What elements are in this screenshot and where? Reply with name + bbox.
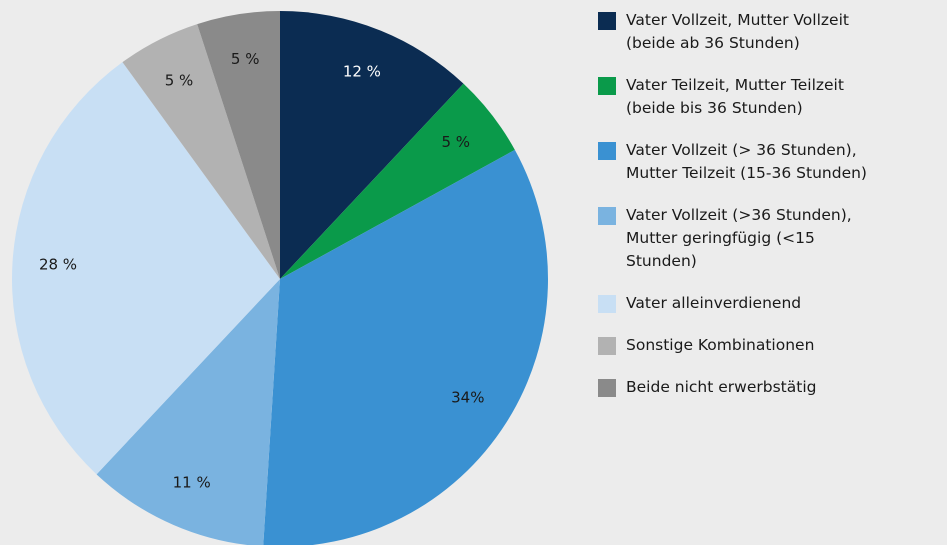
legend-swatch (598, 379, 616, 397)
legend-swatch (598, 207, 616, 225)
legend-item: Vater Vollzeit (> 36 Stunden), Mutter Te… (598, 139, 888, 185)
legend-label: Vater Vollzeit, Mutter Vollzeit (beide a… (626, 11, 849, 52)
pie-chart: 12 % 5 % 34% 11 % 28 % 5 % 5 % (11, 11, 548, 545)
pie-slice (263, 149, 548, 545)
data-label: 5 % (231, 50, 260, 68)
legend-swatch (598, 295, 616, 313)
pie-slice (197, 11, 280, 279)
legend-swatch (598, 142, 616, 160)
legend: Vater Vollzeit, Mutter Vollzeit (beide a… (598, 9, 888, 418)
legend-label: Vater Teilzeit, Mutter Teilzeit (beide b… (626, 76, 844, 117)
data-label: 5 % (165, 71, 194, 89)
legend-item: Beide nicht erwerbstätig (598, 376, 888, 399)
pie-slice (280, 83, 515, 279)
legend-item: Vater alleinverdienend (598, 292, 888, 315)
legend-label: Vater alleinverdienend (626, 294, 802, 312)
legend-item: Vater Vollzeit, Mutter Vollzeit (beide a… (598, 9, 888, 55)
pie-slice (280, 11, 464, 279)
legend-item: Vater Teilzeit, Mutter Teilzeit (beide b… (598, 74, 888, 120)
pie-slice (11, 62, 280, 475)
legend-label: Sonstige Kombinationen (626, 336, 815, 354)
data-label: 11 % (173, 474, 211, 492)
legend-swatch (598, 337, 616, 355)
legend-label: Vater Vollzeit (> 36 Stunden), Mutter Te… (626, 141, 867, 182)
data-label: 5 % (441, 133, 470, 151)
legend-swatch (598, 77, 616, 95)
data-label: 12 % (343, 63, 381, 81)
legend-item: Vater Vollzeit (>36 Stunden), Mutter ger… (598, 204, 888, 273)
legend-swatch (598, 12, 616, 30)
pie-slice (122, 24, 281, 280)
pie-slice (96, 279, 280, 545)
data-label: 28 % (39, 256, 77, 274)
legend-label: Beide nicht erwerbstätig (626, 378, 817, 396)
legend-label: Vater Vollzeit (>36 Stunden), Mutter ger… (626, 206, 852, 270)
data-label: 34% (451, 389, 484, 407)
legend-item: Sonstige Kombinationen (598, 334, 888, 357)
